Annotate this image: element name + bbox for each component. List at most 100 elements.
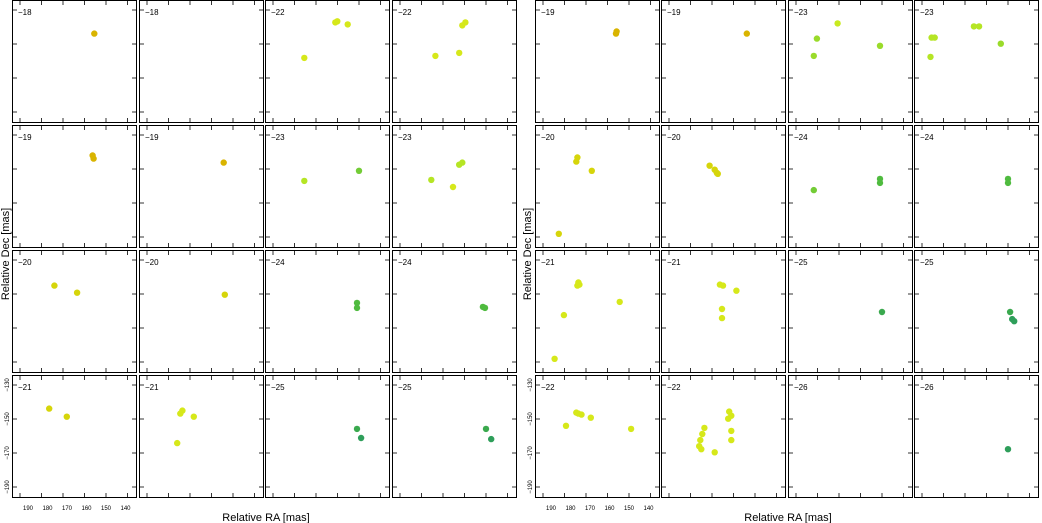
data-point bbox=[356, 168, 362, 174]
data-point bbox=[482, 305, 488, 311]
data-point bbox=[459, 22, 465, 28]
panel-frame bbox=[536, 1, 660, 123]
data-point bbox=[814, 35, 820, 41]
data-point bbox=[488, 436, 494, 442]
data-point bbox=[64, 414, 70, 420]
data-point bbox=[551, 356, 557, 362]
x-axis-label-right: Relative RA [mas] bbox=[744, 512, 831, 523]
data-point bbox=[556, 231, 562, 237]
panel-2-3: −24 bbox=[393, 251, 517, 373]
panel-frame bbox=[266, 251, 390, 373]
panel-1-5: −20 bbox=[662, 126, 786, 248]
panel-label: −19 bbox=[145, 133, 159, 142]
panel-1-7: −24 bbox=[915, 126, 1039, 248]
data-point bbox=[725, 416, 731, 422]
panel-label: −22 bbox=[667, 383, 681, 392]
data-point bbox=[345, 21, 351, 27]
data-point bbox=[222, 292, 228, 298]
data-point bbox=[428, 177, 434, 183]
panel-frame bbox=[266, 376, 390, 498]
panel-label: −22 bbox=[271, 8, 285, 17]
panel-label: −25 bbox=[920, 258, 934, 267]
panel-label: −18 bbox=[18, 8, 32, 17]
data-point bbox=[706, 163, 712, 169]
x-tick-label: 180 bbox=[565, 506, 576, 512]
data-point bbox=[719, 315, 725, 321]
data-point bbox=[301, 178, 307, 184]
panel-frame bbox=[662, 376, 786, 498]
data-point bbox=[332, 19, 338, 25]
panel-label: −24 bbox=[271, 258, 285, 267]
data-point bbox=[971, 23, 977, 29]
data-point bbox=[574, 282, 580, 288]
panel-label: −23 bbox=[794, 8, 808, 17]
panel-label: −22 bbox=[541, 383, 555, 392]
data-point bbox=[46, 405, 52, 411]
data-point bbox=[354, 426, 360, 432]
data-point bbox=[744, 30, 750, 36]
panel-3-5: −22 bbox=[662, 376, 786, 498]
data-point bbox=[483, 426, 489, 432]
data-point bbox=[561, 312, 567, 318]
data-point bbox=[699, 431, 705, 437]
panel-0-5: −19 bbox=[662, 1, 786, 123]
panel-frame bbox=[393, 376, 517, 498]
panel-1-6: −24 bbox=[789, 126, 913, 248]
panel-label: −23 bbox=[920, 8, 934, 17]
panel-label: −21 bbox=[541, 258, 555, 267]
panel-frame bbox=[140, 376, 264, 498]
panel-frame bbox=[13, 376, 137, 498]
panel-frame bbox=[536, 376, 660, 498]
panel-label: −20 bbox=[667, 133, 681, 142]
panel-frame bbox=[13, 126, 137, 248]
panel-label: −21 bbox=[145, 383, 159, 392]
y-tick-label: −150 bbox=[528, 412, 534, 426]
data-point bbox=[432, 53, 438, 59]
panel-frame bbox=[536, 126, 660, 248]
data-point bbox=[717, 281, 723, 287]
panel-label: −20 bbox=[541, 133, 555, 142]
panel-label: −19 bbox=[667, 8, 681, 17]
data-point bbox=[563, 423, 569, 429]
x-tick-label: 160 bbox=[81, 506, 92, 512]
data-point bbox=[1005, 446, 1011, 452]
data-point bbox=[728, 428, 734, 434]
data-point bbox=[174, 440, 180, 446]
panel-label: −18 bbox=[145, 8, 159, 17]
data-point bbox=[221, 159, 227, 165]
data-point bbox=[879, 309, 885, 315]
panel-frame bbox=[915, 376, 1039, 498]
data-point bbox=[191, 414, 197, 420]
panel-0-7: −23 bbox=[915, 1, 1039, 123]
panel-2-4: −21 bbox=[536, 251, 660, 373]
panel-2-1: −20 bbox=[140, 251, 264, 373]
panel-frame bbox=[140, 1, 264, 123]
panel-label: −23 bbox=[398, 133, 412, 142]
data-point bbox=[90, 155, 96, 161]
panel-label: −21 bbox=[667, 258, 681, 267]
panel-label: −21 bbox=[18, 383, 32, 392]
panel-2-6: −25 bbox=[789, 251, 913, 373]
data-point bbox=[358, 435, 364, 441]
data-point bbox=[1007, 309, 1013, 315]
x-tick-label: 170 bbox=[62, 506, 73, 512]
data-point bbox=[697, 437, 703, 443]
data-point bbox=[834, 20, 840, 26]
x-tick-label: 190 bbox=[23, 506, 34, 512]
x-tick-label: 180 bbox=[42, 506, 53, 512]
data-point bbox=[354, 305, 360, 311]
panel-2-5: −21 bbox=[662, 251, 786, 373]
panel-label: −26 bbox=[920, 383, 934, 392]
panel-label: −19 bbox=[18, 133, 32, 142]
data-point bbox=[575, 410, 581, 416]
data-point bbox=[450, 184, 456, 190]
panel-label: −25 bbox=[794, 258, 808, 267]
panel-2-7: −25 bbox=[915, 251, 1039, 373]
panel-frame bbox=[13, 1, 137, 123]
panel-frame bbox=[536, 251, 660, 373]
data-point bbox=[456, 162, 462, 168]
panel-3-2: −25 bbox=[266, 376, 390, 498]
panel-label: −24 bbox=[794, 133, 808, 142]
data-point bbox=[728, 437, 734, 443]
x-axis-label-left: Relative RA [mas] bbox=[222, 512, 309, 523]
